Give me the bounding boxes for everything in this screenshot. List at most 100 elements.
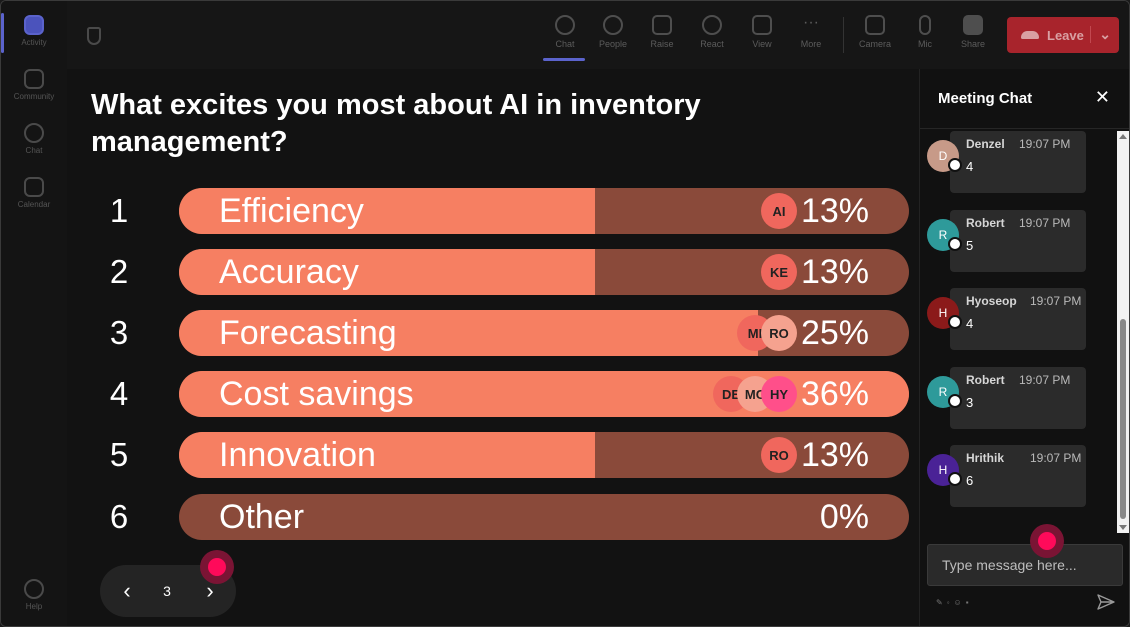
phone-hangup-icon (1021, 31, 1039, 39)
chat-header: Meeting Chat ✕ (920, 69, 1129, 129)
rail-item-chat[interactable]: Chat (5, 117, 63, 165)
chat-scrollbar[interactable] (1117, 131, 1129, 533)
sender-name: Robert (966, 373, 1005, 387)
message-bubble: Hrithik 19:07 PM 6 (950, 445, 1086, 507)
sender-name: Hyoseop (966, 294, 1017, 308)
chat-icon (24, 123, 44, 143)
camera-button[interactable]: Camera (853, 9, 897, 61)
rail-item-label: Activity (21, 38, 47, 47)
scroll-thumb[interactable] (1120, 319, 1126, 519)
rail-item-label: Help (25, 602, 43, 611)
next-page-button[interactable]: › (206, 578, 214, 603)
sender-name: Hrithik (966, 451, 1005, 465)
option-bar: Innovation RO 13% (179, 432, 909, 478)
option-bar-fill (179, 432, 595, 478)
avatar[interactable]: H (927, 454, 962, 486)
share-icon (963, 15, 983, 35)
option-bar-fill (179, 249, 595, 295)
view-button-label: View (752, 39, 772, 49)
voter-avatars: KE (761, 254, 797, 290)
option-percentage: 13% (800, 192, 869, 230)
option-number: 1 (109, 192, 129, 229)
chat-button[interactable]: Chat (543, 9, 587, 61)
mic-icon (919, 15, 931, 35)
rail-item-activity[interactable]: Activity (1, 9, 63, 57)
avatar[interactable]: R (927, 376, 962, 408)
chevron-down-icon[interactable]: ⌄ (1090, 26, 1111, 43)
smiley-icon (702, 15, 722, 35)
chat-message[interactable]: Robert 19:07 PM 3 R (920, 367, 1129, 429)
more-dots-icon: ··· (803, 14, 819, 31)
poll-option-row: 2 Accuracy KE 13% (67, 249, 919, 295)
people-button-label: People (598, 39, 628, 49)
react-button[interactable]: React (690, 9, 734, 61)
option-bar-fill (179, 188, 595, 234)
send-icon[interactable] (1096, 593, 1116, 611)
voter-avatar[interactable]: AI (761, 193, 797, 229)
leave-button[interactable]: Leave ⌄ (1007, 17, 1119, 53)
raise-button-label: Raise (650, 39, 674, 49)
previous-page-button[interactable]: ‹ (123, 578, 131, 603)
leave-button-label: Leave (1047, 27, 1084, 43)
message-bubble: Denzel 19:07 PM 4 (950, 131, 1086, 193)
voter-avatar[interactable]: HY (761, 376, 797, 412)
more-button-label: More (800, 39, 822, 49)
camera-icon (865, 15, 885, 35)
avatar[interactable]: H (927, 297, 962, 329)
chat-message-input[interactable] (927, 544, 1123, 586)
mic-button[interactable]: Mic (903, 9, 947, 61)
rail-item-label: Community (13, 92, 55, 101)
message-text: 6 (966, 473, 974, 488)
scroll-down-icon[interactable] (1119, 525, 1127, 530)
rail-item-help[interactable]: Help (5, 573, 63, 621)
avatar[interactable]: R (927, 219, 962, 251)
chat-message[interactable]: Hyoseop 19:07 PM 4 H (920, 288, 1129, 350)
poll-option-row: 3 Forecasting RO MI 25% (67, 310, 919, 356)
message-text: 4 (966, 159, 974, 174)
message-bubble: Hyoseop 19:07 PM 4 (950, 288, 1086, 350)
people-button[interactable]: People (591, 9, 635, 61)
chat-title: Meeting Chat (938, 90, 1033, 107)
rail-item-community[interactable]: Community (5, 63, 63, 111)
chat-message[interactable]: Denzel 19:07 PM 4 D (920, 131, 1129, 193)
raise-hand-button[interactable]: Raise (640, 9, 684, 61)
option-number: 5 (109, 436, 129, 473)
community-icon (24, 69, 44, 89)
voter-avatar[interactable]: RO (761, 437, 797, 473)
option-label: Forecasting (219, 314, 397, 352)
gif-icon[interactable]: ▪ (965, 598, 969, 607)
option-bar: Forecasting RO MI 25% (179, 310, 909, 356)
option-bar: Accuracy KE 13% (179, 249, 909, 295)
view-button[interactable]: View (740, 9, 784, 61)
option-number: 6 (109, 498, 129, 535)
message-time: 19:07 PM (1019, 137, 1071, 151)
react-button-label: React (700, 39, 724, 49)
chat-message[interactable]: Robert 19:07 PM 5 R (920, 210, 1129, 272)
rail-item-label: Calendar (17, 200, 51, 209)
close-icon[interactable]: ✕ (1094, 87, 1110, 107)
rail-item-calendar[interactable]: Calendar (5, 171, 63, 219)
grid-icon (752, 15, 772, 35)
chat-icon (555, 15, 575, 35)
chat-button-label: Chat (555, 39, 575, 49)
voter-avatar[interactable]: RO (761, 315, 797, 351)
attach-icon[interactable]: ◦ (946, 598, 950, 607)
scroll-up-icon[interactable] (1119, 134, 1127, 139)
message-time: 19:07 PM (1030, 294, 1082, 308)
avatar[interactable]: D (927, 140, 962, 172)
format-toolbar: ✎ ◦ ☺ ▪ (936, 598, 969, 607)
share-button-label: Share (960, 39, 986, 49)
share-button[interactable]: Share (951, 9, 995, 61)
message-bubble: Robert 19:07 PM 5 (950, 210, 1086, 272)
option-bar: Other 0% (179, 494, 909, 540)
message-text: 5 (966, 238, 974, 253)
emoji-icon[interactable]: ☺ (953, 598, 962, 607)
more-button[interactable]: ··· More (789, 9, 833, 61)
chat-message[interactable]: Hrithik 19:07 PM 6 H (920, 445, 1129, 507)
message-text: 3 (966, 395, 974, 410)
message-bubble: Robert 19:07 PM 3 (950, 367, 1086, 429)
voter-avatar[interactable]: KE (761, 254, 797, 290)
format-icon[interactable]: ✎ (936, 598, 943, 607)
option-number: 2 (109, 253, 129, 290)
message-time: 19:07 PM (1019, 373, 1071, 387)
